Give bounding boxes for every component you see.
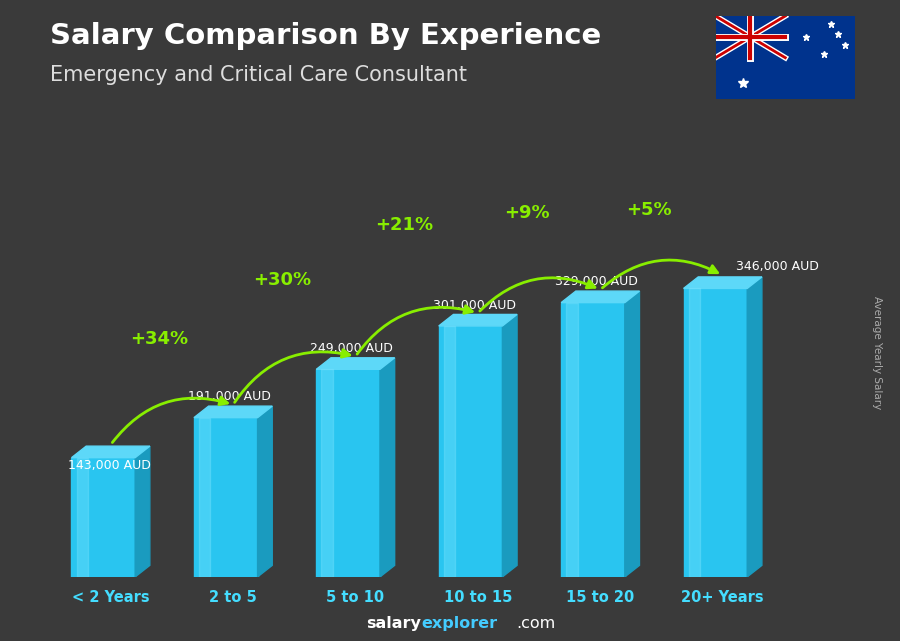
Text: +34%: +34% (130, 331, 189, 349)
Bar (684, 288, 747, 577)
Text: 5 to 10: 5 to 10 (327, 590, 384, 605)
Text: 249,000 AUD: 249,000 AUD (310, 342, 393, 355)
Polygon shape (71, 446, 149, 458)
Text: 2 to 5: 2 to 5 (209, 590, 257, 605)
Text: 143,000 AUD: 143,000 AUD (68, 459, 150, 472)
Text: explorer: explorer (421, 616, 498, 631)
Bar (199, 418, 211, 577)
Polygon shape (380, 358, 395, 577)
Text: 20+ Years: 20+ Years (681, 590, 764, 605)
Text: 301,000 AUD: 301,000 AUD (433, 299, 516, 312)
Text: 191,000 AUD: 191,000 AUD (188, 390, 271, 403)
Bar (566, 303, 578, 577)
Polygon shape (438, 315, 518, 326)
Polygon shape (747, 277, 762, 577)
Text: +5%: +5% (626, 201, 672, 219)
Bar (438, 326, 502, 577)
Text: Average Yearly Salary: Average Yearly Salary (872, 296, 883, 409)
Bar (71, 458, 135, 577)
Polygon shape (194, 406, 273, 418)
Text: 346,000 AUD: 346,000 AUD (736, 260, 819, 272)
Text: salary: salary (366, 616, 421, 631)
Bar (561, 303, 625, 577)
Text: +21%: +21% (375, 215, 434, 234)
Bar (76, 458, 88, 577)
Bar (316, 369, 380, 577)
Text: .com: .com (517, 616, 556, 631)
Text: 329,000 AUD: 329,000 AUD (555, 275, 638, 288)
Text: Salary Comparison By Experience: Salary Comparison By Experience (50, 22, 601, 51)
Text: 15 to 20: 15 to 20 (566, 590, 634, 605)
Text: +9%: +9% (504, 204, 550, 222)
Bar (321, 369, 333, 577)
Bar (194, 418, 257, 577)
Bar (688, 288, 700, 577)
Text: +30%: +30% (253, 271, 311, 288)
Polygon shape (625, 291, 640, 577)
Text: < 2 Years: < 2 Years (72, 590, 149, 605)
Text: Emergency and Critical Care Consultant: Emergency and Critical Care Consultant (50, 65, 466, 85)
Polygon shape (257, 406, 273, 577)
Bar (444, 326, 455, 577)
Polygon shape (316, 358, 395, 369)
Text: 10 to 15: 10 to 15 (444, 590, 512, 605)
Polygon shape (684, 277, 762, 288)
Polygon shape (561, 291, 640, 303)
Polygon shape (502, 315, 518, 577)
Polygon shape (135, 446, 149, 577)
